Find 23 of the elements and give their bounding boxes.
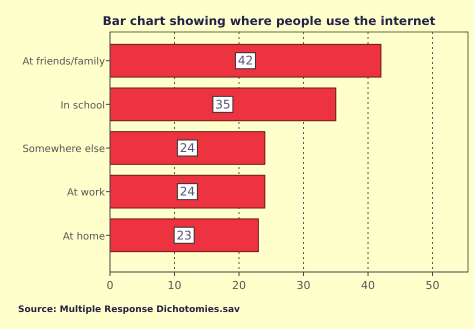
y-tick-label: At home: [62, 231, 105, 242]
x-tick-label: 0: [106, 279, 114, 292]
source-note: Source: Multiple Response Dichotomies.sav: [18, 305, 240, 315]
data-label: 23: [176, 228, 192, 242]
data-label: 24: [180, 184, 196, 199]
bar: [110, 174, 266, 208]
x-tick-label: 20: [232, 279, 246, 292]
chart-title: Bar chart showing where people use the internet: [102, 14, 436, 28]
y-tick-label: Somewhere else: [22, 144, 105, 155]
bar: [110, 131, 266, 165]
y-tick-label: At friends/family: [22, 56, 106, 68]
data-label: 35: [215, 97, 231, 112]
x-tick-label: 50: [426, 279, 440, 292]
x-tick-label: 40: [361, 279, 376, 292]
x-tick-label: 10: [168, 279, 182, 292]
bar: [110, 44, 382, 78]
y-tick-label: In school: [60, 100, 105, 112]
data-label: 42: [238, 54, 254, 68]
data-label: 24: [180, 141, 196, 155]
bar: [110, 218, 259, 252]
bar: [110, 88, 336, 122]
y-tick-label: At work: [67, 188, 106, 199]
x-tick-label: 30: [296, 279, 311, 292]
